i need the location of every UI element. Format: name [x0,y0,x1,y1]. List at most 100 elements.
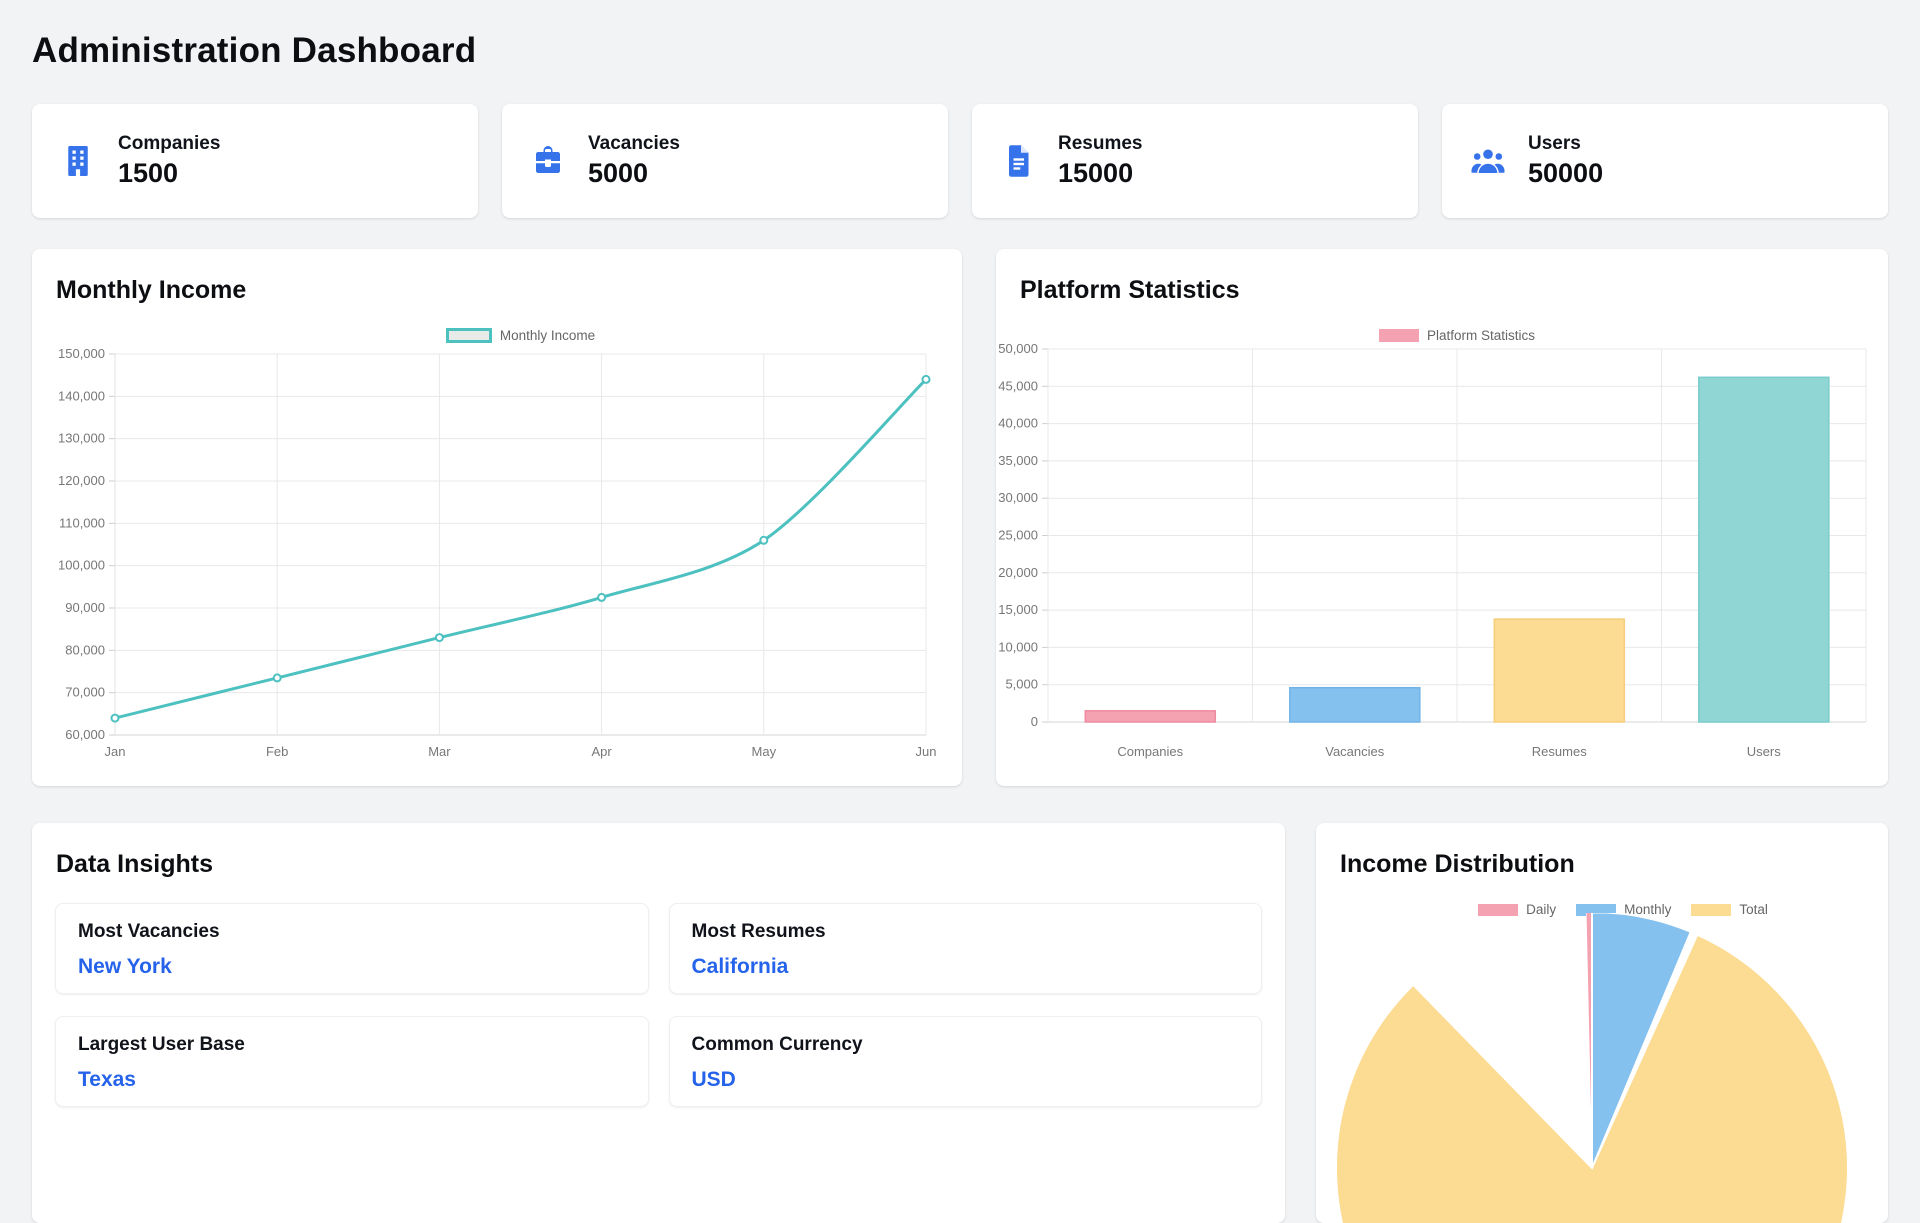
insight-label: Largest User Base [78,1034,245,1055]
x-tick-label: Jun [916,744,937,759]
stat-label: Users [1528,133,1581,155]
data-insights-title: Data Insights [56,850,213,878]
insight-value-link[interactable]: New York [78,955,172,978]
stat-card-users: Users 50000 [1442,104,1888,218]
income-distribution-chart[interactable] [1316,913,1888,1223]
x-tick-label: Resumes [1532,744,1587,759]
y-tick-label: 90,000 [65,600,105,615]
legend-swatch-pink [1378,329,1419,342]
line-point-may[interactable] [759,535,769,545]
legend-swatch-pink [1478,903,1519,916]
insight-card-common-currency: Common Currency USD [668,1016,1262,1107]
insight-value-link[interactable]: California [691,955,789,978]
line-point-apr[interactable] [597,592,607,602]
monthly-income-card: Monthly Income Monthly Income 60,000 70,0… [32,249,962,786]
line-point-mar[interactable] [434,633,444,643]
insight-label: Most Vacancies [78,921,220,942]
line-chart-grid: 60,000 70,000 80,000 90,000 100,000 110,000 12… [58,346,936,759]
y-tick-label: 80,000 [65,642,105,657]
stat-text: Users 50000 [1528,133,1603,189]
bar-resumes[interactable] [1493,618,1626,723]
income-distribution-title: Income Distribution [1340,850,1575,878]
building-icon [60,143,96,179]
bar-users[interactable] [1698,376,1830,723]
insight-value-link[interactable]: Texas [78,1068,136,1091]
legend-item-platform-statistics[interactable]: Platform Statistics [1378,328,1536,343]
legend-item-monthly-income[interactable]: Monthly Income [445,328,596,343]
x-tick-label: Feb [266,744,288,759]
y-tick-label: 60,000 [65,727,105,742]
monthly-income-chart[interactable]: 60,000 70,000 80,000 90,000 100,000 110,000 12… [32,249,962,786]
x-tick-label: Apr [591,744,612,759]
income-distribution-card: Income Distribution Daily Monthly Total [1316,823,1888,1223]
insights-grid: Most Vacancies New York Most Resumes Cal… [55,903,1262,1107]
briefcase-icon [530,143,566,179]
y-tick-label: 130,000 [58,431,105,446]
y-tick-label: 20,000 [998,565,1038,580]
legend-item-total[interactable]: Total [1691,902,1768,917]
legend-label: Daily [1526,902,1557,917]
y-tick-label: 45,000 [998,378,1038,393]
users-icon [1470,143,1506,179]
chart-title-monthly-income: Monthly Income [56,276,247,304]
insight-value-link[interactable]: USD [691,1068,736,1091]
stat-value: 5000 [588,157,649,188]
stat-text: Vacancies 5000 [588,133,680,189]
charts-row: Monthly Income Monthly Income 60,000 70,0… [32,249,1888,786]
line-point-feb[interactable] [272,673,282,683]
y-tick-label: 100,000 [58,558,105,573]
chart-title-platform-statistics: Platform Statistics [1020,276,1240,304]
stat-value: 1500 [118,157,179,188]
platform-statistics-legend: Platform Statistics [1048,328,1866,343]
bar-companies[interactable] [1084,710,1217,723]
line-point-jan[interactable] [110,713,120,723]
insight-card-most-resumes: Most Resumes California [668,903,1262,994]
stat-label: Resumes [1058,133,1143,155]
data-insights-card: Data Insights Most Vacancies New York Mo… [32,823,1285,1223]
stat-card-resumes: Resumes 15000 [972,104,1418,218]
y-tick-label: 15,000 [998,602,1038,617]
monthly-income-legend: Monthly Income [115,328,926,343]
legend-swatch-teal [445,328,492,343]
x-tick-label: Users [1747,744,1781,759]
monthly-income-line[interactable] [113,377,928,720]
bottom-row: Data Insights Most Vacancies New York Mo… [32,823,1888,1223]
stat-card-vacancies: Vacancies 5000 [502,104,948,218]
x-tick-label: Vacancies [1325,744,1385,759]
legend-label: Total [1739,902,1768,917]
legend-swatch-yellow [1691,903,1732,916]
y-tick-label: 50,000 [998,341,1038,356]
insight-label: Most Resumes [691,921,826,942]
legend-label: Platform Statistics [1426,328,1536,343]
y-tick-label: 25,000 [998,528,1038,543]
x-tick-label: Jan [105,744,126,759]
x-tick-label: Companies [1117,744,1183,759]
platform-statistics-chart[interactable]: 0 5,000 10,000 15,000 20,000 25,000 30,000 35,0… [996,249,1888,786]
page-title: Administration Dashboard [32,31,477,70]
insight-label: Common Currency [691,1034,863,1055]
bar-vacancies[interactable] [1289,686,1421,723]
y-tick-label: 5,000 [1005,677,1038,692]
legend-item-daily[interactable]: Daily [1478,902,1556,917]
y-tick-label: 150,000 [58,346,105,361]
y-tick-label: 10,000 [998,639,1038,654]
stat-card-companies: Companies 1500 [32,104,478,218]
x-tick-label: Mar [428,744,451,759]
y-tick-label: 140,000 [58,388,105,403]
insight-card-largest-user-base: Largest User Base Texas [55,1016,649,1107]
stat-value: 50000 [1528,157,1604,188]
stat-label: Vacancies [588,133,680,155]
stat-value: 15000 [1058,157,1134,188]
line-point-jun[interactable] [921,374,931,384]
stat-text: Resumes 15000 [1058,133,1143,189]
y-tick-label: 70,000 [65,685,105,700]
y-tick-label: 110,000 [59,515,105,530]
file-icon [1000,143,1036,179]
stats-row: Companies 1500 Vacancies 5000 Resumes 15… [32,104,1888,218]
y-tick-label: 120,000 [58,473,105,488]
y-tick-label: 40,000 [998,416,1038,431]
y-tick-label: 0 [1031,714,1038,729]
x-tick-label: May [752,744,777,759]
legend-label: Monthly Income [499,328,596,343]
platform-statistics-card: Platform Statistics Platform Statistics … [996,249,1888,786]
